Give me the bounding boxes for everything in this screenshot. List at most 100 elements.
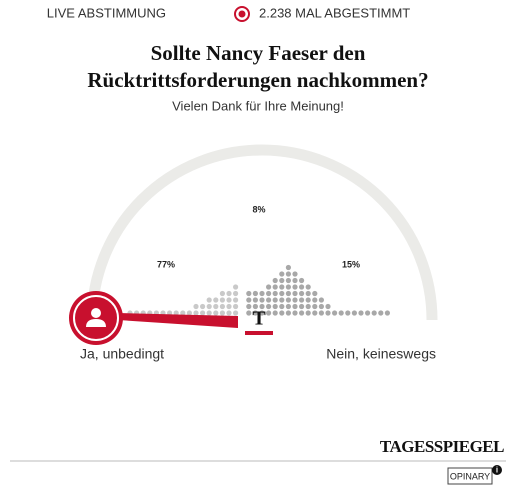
vote-dot — [252, 303, 258, 310]
vote-dot — [312, 297, 318, 303]
vote-dot — [305, 310, 311, 316]
live-label: LIVE ABSTIMMUNG — [47, 5, 166, 20]
vote-dot — [299, 310, 305, 316]
avatar-ring — [73, 295, 119, 341]
vote-dot — [318, 297, 324, 303]
scale-right-label: Nein, keineswegs — [326, 346, 436, 362]
scale-left-label: Ja, unbedingt — [80, 346, 164, 362]
vote-dot — [219, 290, 225, 297]
vote-dot — [246, 303, 252, 310]
live-dot — [238, 10, 246, 18]
vote-dot — [292, 271, 298, 277]
vote-dot — [193, 303, 199, 310]
vote-dot — [272, 303, 278, 310]
vote-dot — [285, 264, 291, 271]
vote-dot — [378, 310, 384, 316]
vote-dot — [233, 284, 239, 290]
vote-dot — [226, 303, 232, 310]
avatar-head — [91, 308, 101, 318]
vote-dot — [272, 284, 278, 290]
vote-dot — [279, 277, 285, 284]
vote-dot — [233, 303, 239, 310]
question-title: Sollte Nancy Faeser den — [151, 41, 366, 65]
vote-dot — [213, 303, 219, 310]
vote-dots — [127, 264, 390, 316]
vote-dot — [219, 297, 225, 303]
vote-dot — [259, 310, 265, 316]
vote-dot — [279, 284, 285, 290]
vote-dot — [312, 290, 318, 297]
scale-arc — [86, 144, 438, 321]
vote-dot — [325, 310, 331, 316]
vote-dot — [279, 271, 285, 277]
vote-dot — [305, 290, 311, 297]
result-label: 15% — [342, 259, 360, 269]
info-label[interactable]: i — [496, 466, 498, 475]
vote-dot — [351, 310, 357, 316]
info-icon[interactable] — [492, 465, 502, 475]
vote-dot — [345, 310, 351, 316]
vote-dot — [180, 310, 186, 316]
vote-dot — [206, 310, 212, 316]
vote-dot — [285, 303, 291, 310]
vote-dot — [285, 284, 291, 290]
vote-dot — [233, 290, 239, 297]
vote-dot — [266, 284, 272, 290]
vote-dot — [305, 297, 311, 303]
vote-dot — [292, 284, 298, 290]
vote-dot — [193, 310, 199, 316]
question-title: Rücktrittsforderungen nachkommen? — [87, 68, 428, 92]
vote-dot — [358, 310, 364, 316]
vote-dot — [365, 310, 371, 316]
vote-dot — [219, 303, 225, 310]
vote-dot — [246, 290, 252, 297]
vote-dot — [252, 297, 258, 303]
provider-box[interactable] — [447, 467, 493, 485]
vote-dot — [312, 303, 318, 310]
slider-needle — [118, 313, 238, 328]
vote-dot — [285, 277, 291, 284]
avatar-body — [86, 319, 106, 327]
vote-dot — [285, 290, 291, 297]
brand-marker: T — [252, 308, 266, 330]
vote-dot — [279, 310, 285, 316]
vote-dot — [279, 303, 285, 310]
marker-bar — [245, 331, 273, 335]
vote-dot — [292, 297, 298, 303]
vote-dot — [285, 310, 291, 316]
vote-dot — [272, 290, 278, 297]
vote-dot — [266, 310, 272, 316]
vote-dot — [226, 297, 232, 303]
vote-dot — [266, 290, 272, 297]
provider-logo[interactable]: OPINARY — [450, 471, 490, 481]
vote-dot — [299, 277, 305, 284]
vote-dot — [299, 303, 305, 310]
vote-dot — [213, 310, 219, 316]
vote-dot — [252, 310, 258, 316]
vote-dot — [332, 310, 338, 316]
vote-dot — [299, 284, 305, 290]
vote-dot — [246, 310, 252, 316]
vote-dot — [318, 310, 324, 316]
vote-dot — [233, 310, 239, 316]
vote-dot — [292, 277, 298, 284]
vote-dot — [371, 310, 377, 316]
vote-dot — [279, 290, 285, 297]
vote-dot — [259, 297, 265, 303]
vote-dot — [292, 310, 298, 316]
vote-dot — [272, 297, 278, 303]
vote-dot — [259, 290, 265, 297]
vote-dot — [206, 297, 212, 303]
vote-dot — [305, 284, 311, 290]
vote-dot — [338, 310, 344, 316]
vote-dot — [213, 297, 219, 303]
vote-dot — [279, 297, 285, 303]
vote-dot — [292, 290, 298, 297]
vote-dot — [266, 297, 272, 303]
vote-dot — [233, 297, 239, 303]
vote-dot — [305, 303, 311, 310]
vote-dot — [292, 303, 298, 310]
result-label: 8% — [252, 204, 265, 214]
vote-dot — [312, 310, 318, 316]
